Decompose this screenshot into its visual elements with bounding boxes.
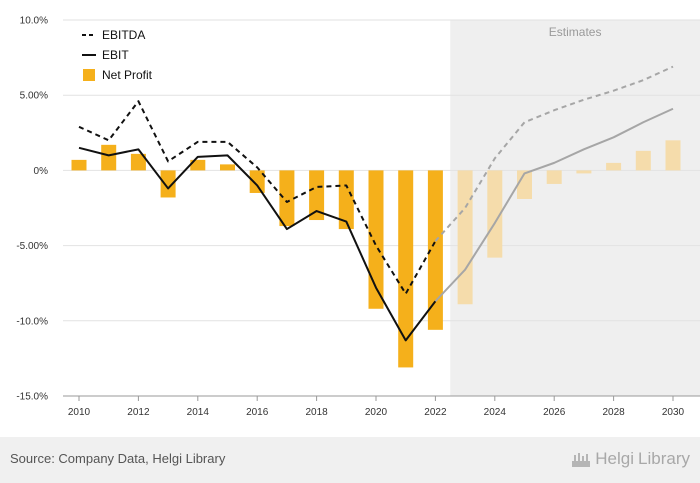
x-tick-label: 2024 (484, 407, 507, 418)
x-tick-label: 2012 (127, 407, 150, 418)
y-tick-label: 0% (34, 166, 49, 177)
net-profit-bar (368, 170, 384, 309)
net-profit-bar (606, 162, 622, 171)
net-profit-bar (517, 170, 532, 199)
net-profit-bar (71, 159, 87, 171)
net-profit-bar (635, 150, 651, 171)
ebitda-line-estimate (434, 65, 674, 242)
net-profit-bar (457, 170, 473, 305)
net-profit-bar (338, 170, 354, 230)
net-profit-bars (71, 140, 681, 368)
x-tick-label: 2022 (424, 407, 447, 418)
net-profit-bar (309, 170, 325, 221)
x-axis: 2010 2012 2014 2016 2018 2020 2022 2024 2026 2028… (63, 395, 700, 418)
net-profit-bar (160, 170, 176, 198)
y-tick-label: -10.0% (16, 316, 48, 327)
net-profit-bar (398, 170, 414, 368)
y-tick-label: -15.0% (16, 392, 48, 403)
net-profit-bar (279, 170, 295, 227)
x-tick-label: 2028 (602, 407, 625, 418)
logo-text-library: Library (638, 449, 690, 468)
legend-ebitda-label: EBITDA (102, 28, 145, 42)
y-axis-ticks: 10.0% 5.00% 0% -5.00% -10.0% -15.0% (16, 16, 48, 403)
x-tick-label: 2026 (543, 407, 566, 418)
net-profit-bar (427, 170, 443, 330)
net-profit-bar (101, 144, 117, 171)
x-tick-label: 2030 (662, 407, 685, 418)
legend-ebit-label: EBIT (102, 48, 129, 62)
ebit-line-actual (78, 146, 437, 342)
helgi-library-logo-icon (572, 453, 591, 467)
x-tick-label: 2014 (187, 407, 210, 418)
legend-net-profit-swatch (83, 69, 95, 81)
net-profit-bar (546, 170, 562, 184)
x-tick-label: 2016 (246, 407, 269, 418)
source-note: Source: Company Data, Helgi Library (10, 451, 226, 466)
y-tick-label: -5.00% (16, 241, 48, 252)
logo-text-helgi: Helgi (595, 449, 635, 468)
net-profit-bar (130, 153, 146, 171)
x-tick-label: 2020 (365, 407, 388, 418)
net-profit-bar (576, 170, 592, 174)
legend-net-profit-label: Net Profit (102, 68, 153, 82)
helgi-library-logo[interactable]: Helgi Library (571, 447, 690, 471)
net-profit-bar (220, 164, 235, 171)
y-tick-label: 5.00% (20, 91, 48, 102)
footer: Source: Company Data, Helgi Library Helg… (0, 437, 700, 483)
net-profit-bar (665, 140, 681, 171)
series-lines (78, 65, 674, 342)
estimates-label: Estimates (549, 25, 602, 39)
net-profit-bar (190, 159, 206, 171)
y-tick-label: 10.0% (20, 16, 48, 27)
net-profit-bar (487, 170, 503, 258)
x-tick-label: 2010 (68, 407, 91, 418)
ebit-line-estimate (434, 107, 674, 302)
ebitda-line-actual (78, 100, 437, 295)
net-profit-bar (249, 170, 265, 193)
legend: EBITDA EBIT Net Profit (82, 28, 153, 82)
x-tick-label: 2018 (305, 407, 328, 418)
